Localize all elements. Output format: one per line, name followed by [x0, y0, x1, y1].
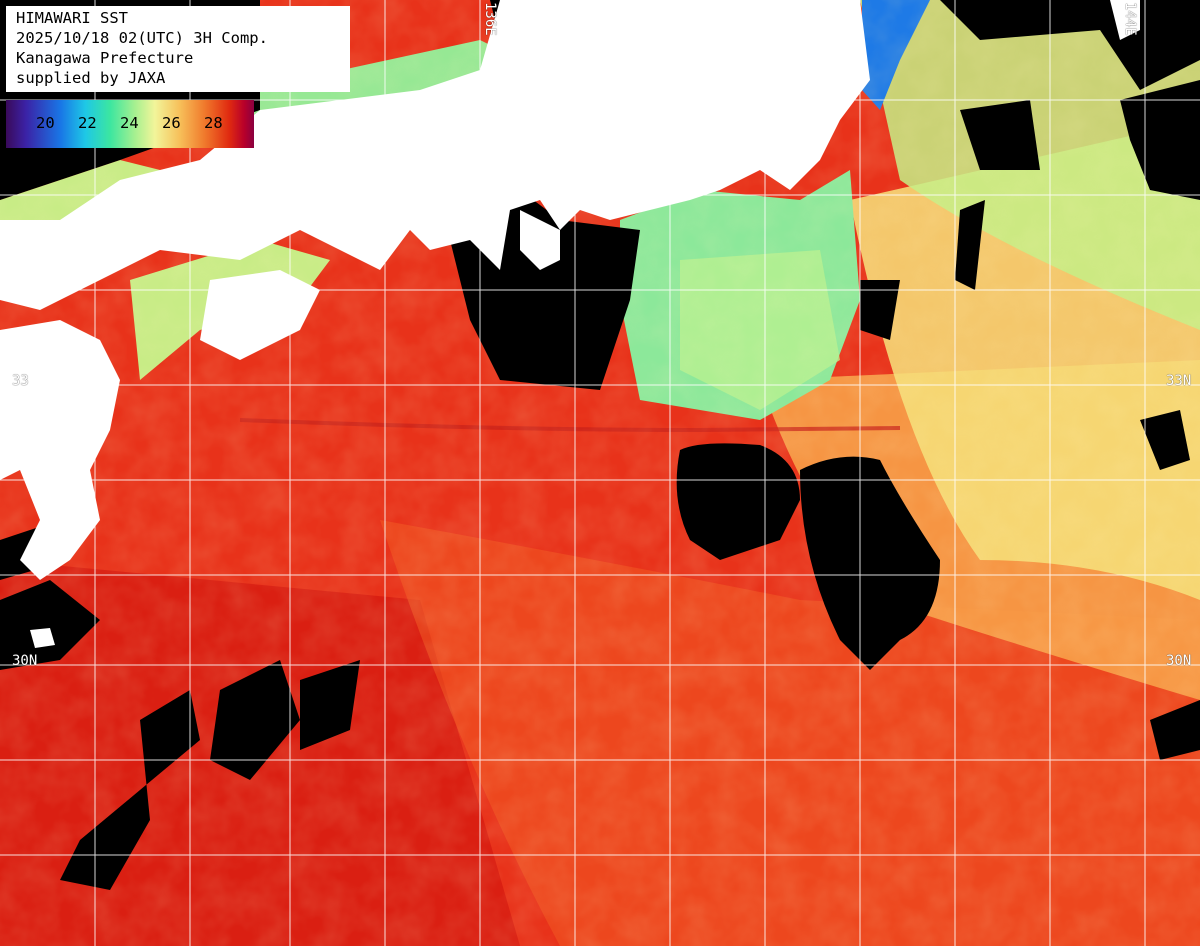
colorbar-tick-26: 26: [162, 114, 181, 132]
colorbar-tick-22: 22: [78, 114, 97, 132]
title-line-3: Kanagawa Prefecture: [16, 49, 194, 67]
title-line-1: HIMAWARI SST: [16, 9, 128, 27]
colorbar-tick-28: 28: [204, 114, 223, 132]
title-box: HIMAWARI SST 2025/10/18 02(UTC) 3H Comp.…: [6, 6, 350, 92]
colorbar-tick-20: 20: [36, 114, 55, 132]
lat-label-30n-right: 30N: [1166, 653, 1192, 669]
lon-label-136e: 136E: [482, 2, 498, 36]
title-line-4: supplied by JAXA: [16, 69, 166, 87]
lat-label-33-left: 33: [12, 373, 29, 389]
colorbar-tick-24: 24: [120, 114, 139, 132]
lat-label-33n-right: 33N: [1166, 373, 1192, 389]
lat-label-30n-left: 30N: [12, 653, 38, 669]
title-line-2: 2025/10/18 02(UTC) 3H Comp.: [16, 29, 268, 47]
temperature-colorbar: 20 22 24 26 28: [6, 100, 254, 148]
lon-label-144e: 144E: [1122, 2, 1138, 36]
